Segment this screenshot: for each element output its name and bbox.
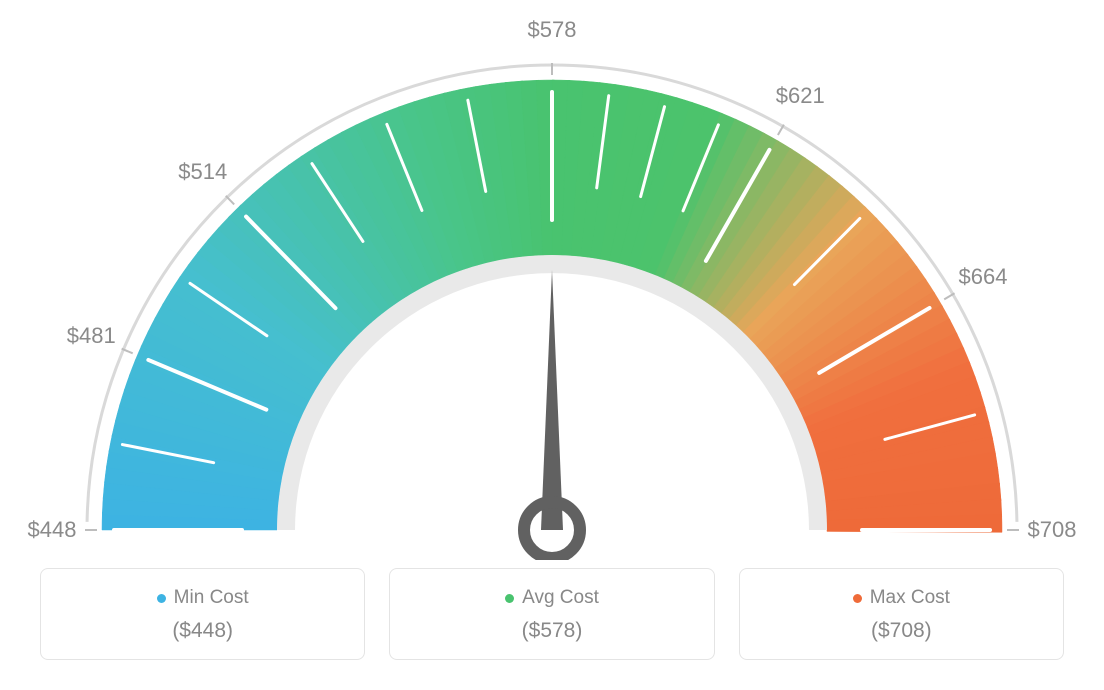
gauge-chart-container: $448 $481 $514 $578 $621 $664 $708 Min Cost ($… — [0, 0, 1104, 690]
dot-icon — [157, 594, 166, 603]
gauge-tick-label: $664 — [959, 264, 1008, 290]
card-title-text: Min Cost — [174, 587, 249, 609]
legend-cards: Min Cost ($448) Avg Cost ($578) Max Cost… — [40, 568, 1064, 660]
card-value: ($578) — [400, 619, 703, 643]
gauge-tick-label: $448 — [28, 517, 77, 543]
card-min-cost: Min Cost ($448) — [40, 568, 365, 660]
gauge: $448 $481 $514 $578 $621 $664 $708 — [0, 0, 1104, 560]
card-title-text: Max Cost — [870, 587, 950, 609]
card-value: ($708) — [750, 619, 1053, 643]
dot-icon — [505, 594, 514, 603]
gauge-tick-label: $621 — [776, 83, 825, 109]
gauge-tick-label: $578 — [528, 17, 577, 43]
card-title-text: Avg Cost — [522, 587, 599, 609]
card-title: Max Cost — [853, 587, 950, 609]
card-value: ($448) — [51, 619, 354, 643]
card-max-cost: Max Cost ($708) — [739, 568, 1064, 660]
card-avg-cost: Avg Cost ($578) — [389, 568, 714, 660]
gauge-tick-label: $514 — [178, 159, 227, 185]
dot-icon — [853, 594, 862, 603]
gauge-svg — [0, 0, 1104, 560]
gauge-tick-label: $481 — [67, 323, 116, 349]
card-title: Avg Cost — [505, 587, 599, 609]
card-title: Min Cost — [157, 587, 249, 609]
gauge-tick-label: $708 — [1028, 517, 1077, 543]
